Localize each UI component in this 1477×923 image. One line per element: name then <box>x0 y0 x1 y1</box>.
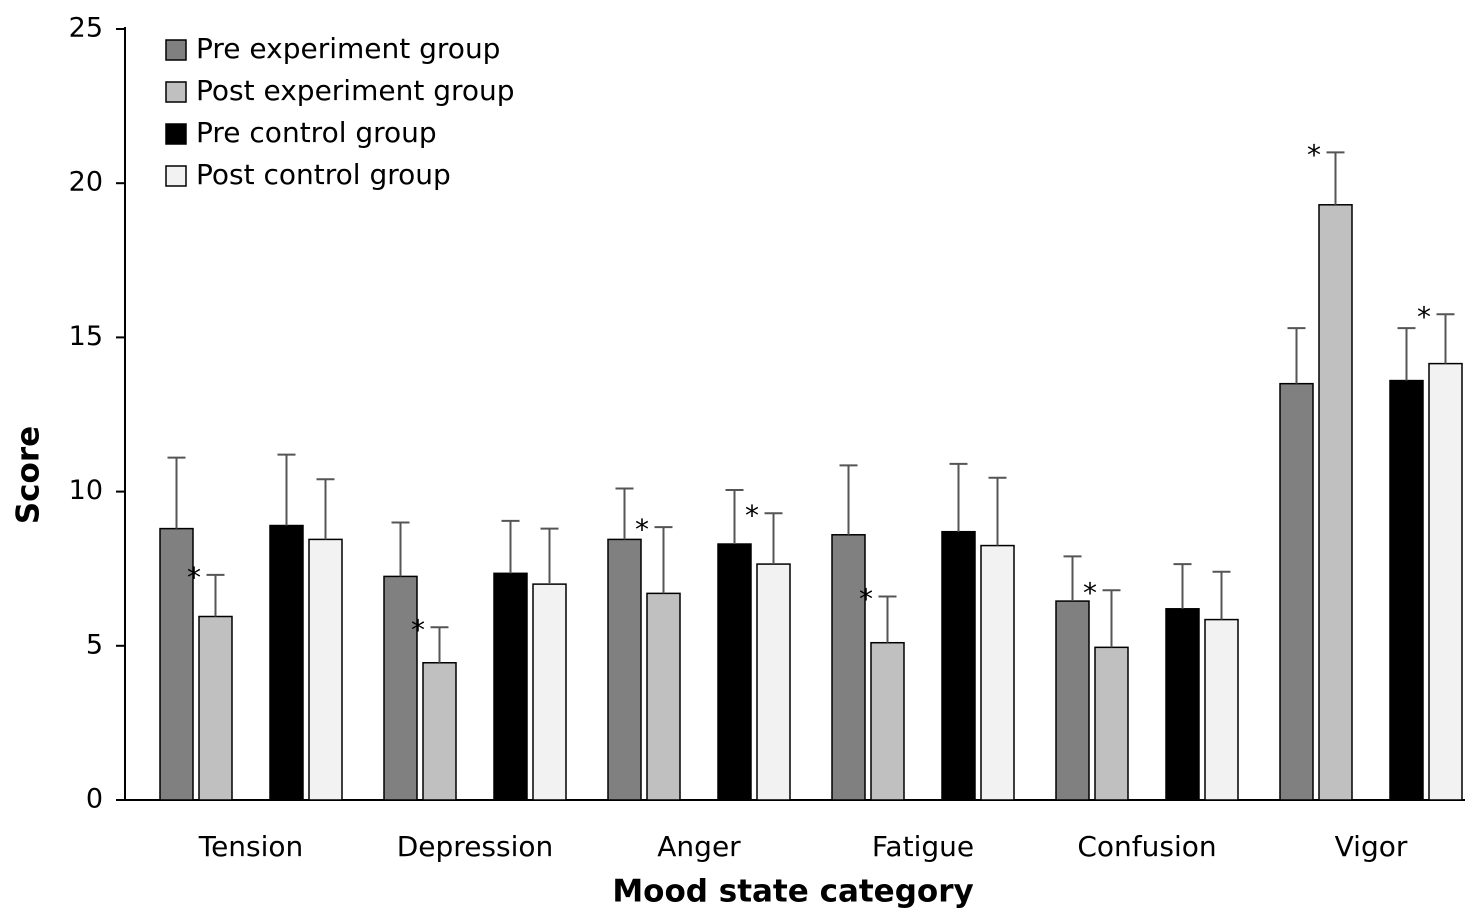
bar <box>1165 608 1200 801</box>
bar <box>941 530 976 801</box>
bar <box>383 575 418 801</box>
bar <box>1428 362 1463 801</box>
legend-swatch <box>165 123 187 145</box>
significance-marker: * <box>411 613 425 646</box>
x-tick-label: Vigor <box>1335 830 1408 863</box>
x-tick-label: Depression <box>397 830 554 863</box>
significance-marker: * <box>1307 138 1321 171</box>
legend-swatch <box>165 39 187 61</box>
significance-marker: * <box>635 513 649 546</box>
bar <box>308 538 343 801</box>
bar <box>269 524 304 801</box>
legend-swatch <box>165 165 187 187</box>
significance-marker: * <box>1417 300 1431 333</box>
significance-marker: * <box>187 561 201 594</box>
bar <box>1389 379 1424 801</box>
bar <box>532 583 567 801</box>
significance-marker: * <box>1083 576 1097 609</box>
y-tick-label: 15 <box>69 321 103 352</box>
bar <box>159 527 194 801</box>
bar <box>980 544 1015 801</box>
bar <box>493 572 528 801</box>
bar <box>1318 204 1353 801</box>
bar <box>717 543 752 801</box>
bar <box>831 534 866 801</box>
bar <box>422 662 457 801</box>
y-tick-label: 0 <box>86 784 103 815</box>
legend-label: Pre control group <box>196 116 437 149</box>
plot-area: 0 5 10 15 20 25 * Tension * Depression * * Anger * Fat… <box>69 13 1465 863</box>
bar <box>870 641 905 801</box>
bar <box>198 615 233 801</box>
y-tick-label: 20 <box>69 167 103 198</box>
bar <box>1204 618 1239 801</box>
bar <box>1279 382 1314 801</box>
y-tick-label: 10 <box>69 475 103 506</box>
legend-swatch <box>165 81 187 103</box>
x-tick-label: Anger <box>657 830 741 863</box>
legend: Pre experiment group Post experiment grou… <box>165 32 515 191</box>
y-axis-title: Score <box>11 426 47 524</box>
bar <box>1055 600 1090 801</box>
y-tick-label: 25 <box>69 13 103 44</box>
legend-label: Pre experiment group <box>196 32 500 65</box>
x-tick-label: Tension <box>198 830 304 863</box>
y-tick-label: 5 <box>86 629 103 660</box>
significance-marker: * <box>745 499 759 532</box>
x-tick-label: Confusion <box>1077 830 1216 863</box>
bar <box>756 563 791 801</box>
bar <box>646 592 681 801</box>
legend-label: Post control group <box>196 158 451 191</box>
x-axis-title: Mood state category <box>612 874 973 910</box>
bar <box>607 538 642 801</box>
legend-label: Post experiment group <box>196 74 515 107</box>
bar <box>1094 646 1129 801</box>
x-tick-label: Fatigue <box>872 830 974 863</box>
significance-marker: * <box>859 582 873 615</box>
